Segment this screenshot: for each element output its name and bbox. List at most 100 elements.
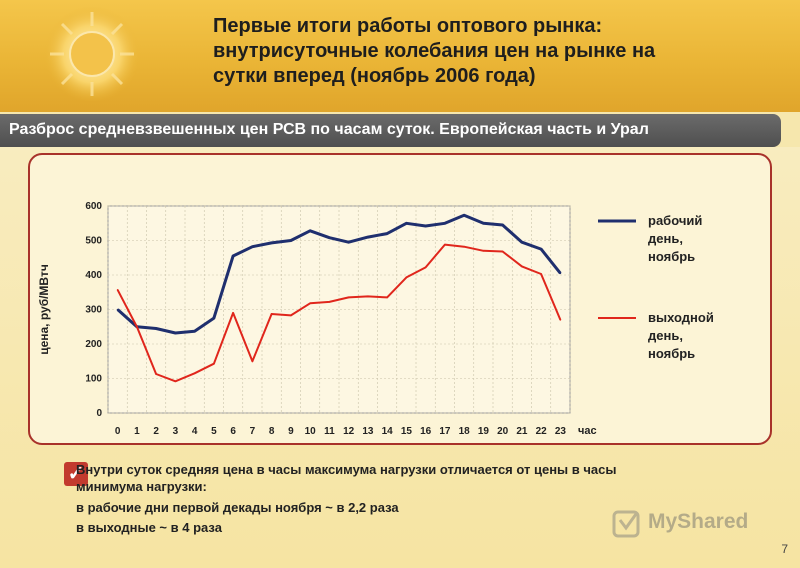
data-point-weekend (328, 301, 331, 303)
data-point-weekend (270, 313, 273, 315)
title-line-2: внутрисуточные колебания цен на рынке на (213, 40, 656, 62)
note-line-4: в выходные ~ в 4 раза (76, 520, 222, 535)
data-point-workday (540, 248, 542, 250)
legend-workday-line-1: рабочий (648, 213, 703, 228)
data-point-weekend (116, 289, 119, 291)
data-point-weekend (309, 302, 311, 305)
data-point-weekend (136, 325, 138, 328)
x-tick-label: 9 (288, 426, 294, 437)
data-point-weekend (540, 273, 542, 275)
x-tick-label: 12 (343, 426, 355, 437)
legend-workday-line-3: ноябрь (648, 249, 696, 264)
company-logo (44, 6, 140, 101)
data-point-weekend (193, 372, 196, 375)
watermark: MyShared (610, 506, 780, 540)
watermark-text: MyShared (648, 510, 749, 533)
data-point-workday (232, 255, 234, 257)
x-tick-label: 3 (173, 426, 179, 437)
legend-weekend-line-2: день, (648, 328, 683, 343)
legend-workday-line-2: день, (648, 231, 683, 246)
x-tick-label: 6 (230, 426, 236, 437)
data-point-workday (347, 241, 350, 244)
data-point-weekend (251, 360, 254, 363)
y-tick-label: 400 (85, 270, 102, 281)
data-point-weekend (232, 312, 234, 314)
series-line-weekend (116, 243, 562, 383)
data-point-workday (155, 327, 157, 330)
y-axis-label: цена, руб/МВтч (37, 264, 51, 355)
data-point-workday (424, 225, 427, 227)
data-point-weekend (463, 245, 465, 248)
x-tick-label: 13 (362, 426, 374, 437)
x-tick-label: 22 (536, 426, 548, 437)
data-point-workday (405, 222, 408, 225)
data-point-workday (482, 222, 485, 225)
legend-weekend-line-1: выходной (648, 310, 714, 325)
data-point-workday (193, 330, 196, 333)
x-tick-label: 20 (497, 426, 509, 437)
page-number: 7 (781, 542, 788, 556)
data-point-weekend (405, 276, 408, 279)
y-tick-label: 500 (85, 236, 102, 247)
subtitle-bar: Разброс средневзвешенных цен РСВ по часа… (0, 114, 781, 147)
data-point-weekend (174, 380, 177, 383)
data-point-weekend (213, 362, 215, 365)
data-point-workday (521, 241, 523, 244)
watermark-icon (612, 510, 640, 538)
subtitle: Разброс средневзвешенных цен РСВ по часа… (9, 121, 649, 138)
x-tick-label: 5 (211, 426, 217, 437)
data-point-weekend (424, 266, 427, 269)
data-point-workday (290, 239, 292, 242)
data-point-workday (367, 236, 369, 238)
title-line-1: Первые итоги работы оптового рынка: (213, 15, 603, 37)
data-point-weekend (386, 296, 388, 299)
x-tick-label: 23 (555, 426, 567, 437)
x-tick-label: 7 (250, 426, 256, 437)
data-point-workday (559, 272, 562, 275)
note-line-2: минимума нагрузки: (76, 479, 207, 494)
legend-weekend-line-3: ноябрь (648, 346, 696, 361)
data-point-workday (270, 242, 273, 244)
note-line-1: Внутри суток средняя цена в часы максиму… (76, 462, 617, 477)
data-point-workday (463, 214, 465, 217)
x-tick-label: 4 (192, 426, 198, 437)
data-point-weekend (290, 314, 292, 317)
note-line-3: в рабочие дни первой декады ноября ~ в 2… (76, 500, 399, 515)
data-point-workday (213, 317, 215, 319)
x-tick-label: 8 (269, 426, 275, 437)
data-point-workday (251, 245, 254, 248)
data-point-workday (386, 232, 388, 235)
data-point-workday (444, 222, 446, 225)
x-tick-label: 16 (420, 426, 432, 437)
y-tick-label: 600 (85, 201, 102, 212)
checkmark-icon: ✓ (64, 462, 88, 486)
series-line-workday (116, 213, 562, 335)
data-point-workday (174, 332, 177, 334)
data-point-workday (116, 308, 119, 311)
y-tick-label: 100 (85, 374, 102, 385)
data-point-weekend (155, 373, 157, 375)
x-tick-label: 11 (324, 426, 335, 437)
data-point-weekend (347, 296, 350, 299)
y-tick-label: 200 (85, 339, 102, 350)
data-point-weekend (521, 265, 523, 268)
data-point-weekend (501, 250, 504, 253)
x-tick-label: 17 (439, 426, 451, 437)
data-point-workday (309, 230, 311, 232)
y-tick-label: 0 (96, 408, 102, 419)
data-point-weekend (482, 250, 485, 252)
x-tick-label: 15 (401, 426, 413, 437)
legend-label-weekend: выходной день, ноябрь (648, 309, 738, 363)
page-title: Первые итоги работы оптового рынка: внут… (213, 14, 773, 89)
x-tick-label: 0 (115, 426, 121, 437)
y-tick-label: 300 (85, 305, 102, 316)
x-tick-label: 18 (459, 426, 471, 437)
x-tick-label: 19 (478, 426, 490, 437)
x-tick-label: 21 (516, 426, 528, 437)
title-line-3: сутки вперед (ноябрь 2006 года) (213, 65, 536, 87)
data-point-workday (328, 236, 331, 239)
data-point-workday (501, 224, 504, 226)
x-tick-label: 14 (382, 426, 394, 437)
data-point-weekend (444, 243, 446, 246)
